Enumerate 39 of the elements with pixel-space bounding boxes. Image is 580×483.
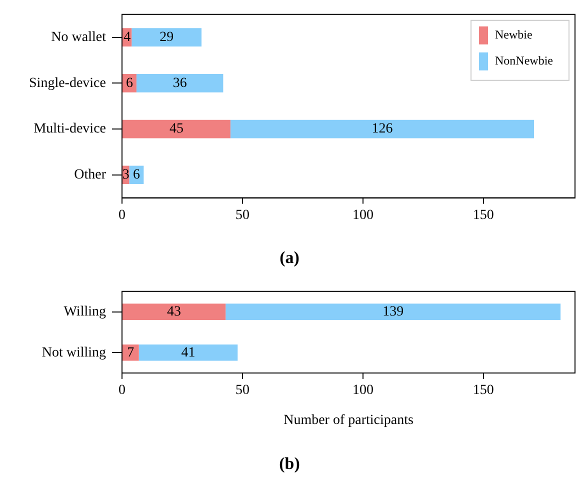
x-tick-label: 100 [352,208,374,223]
bar [122,120,230,138]
x-tick-label: 150 [472,383,494,398]
data-label: 4 [124,30,131,45]
y-tick-label: Multi-device [34,122,106,137]
bar [122,304,226,320]
x-axis-title: Number of participants [284,412,414,428]
y-tick-label: Willing [64,304,106,320]
data-label: 6 [132,168,140,183]
data-label: 7 [127,345,134,360]
bar [226,304,561,320]
bar [122,344,139,361]
bar [136,74,224,92]
legend-label: Newbie [495,28,532,42]
data-label: 3 [122,168,130,183]
x-tick-label: 0 [118,383,126,398]
data-label: 45 [169,122,184,137]
x-tick-label: 150 [472,208,494,223]
y-tick-label: Not willing [42,345,106,360]
x-tick-label: 50 [235,383,250,398]
data-label: 41 [181,345,196,360]
data-label: 43 [167,304,182,320]
x-tick-label: 0 [118,208,126,223]
bar [132,28,202,46]
text: (b) [279,454,300,474]
x-tick-label: 100 [352,383,374,398]
bar [138,344,238,361]
data-label: 29 [160,30,174,45]
y-tick-label: No wallet [51,30,106,45]
data-label: 126 [372,122,393,137]
x-tick-label: 50 [235,208,250,223]
bar [230,120,534,138]
y-tick-label: Other [74,168,106,183]
text: (a) [280,248,300,268]
data-label: 6 [126,76,133,91]
data-label: 139 [382,304,404,320]
data-label: 36 [172,76,187,91]
y-tick-label: Single-device [29,76,106,91]
legend-label: NonNewbie [495,54,553,68]
